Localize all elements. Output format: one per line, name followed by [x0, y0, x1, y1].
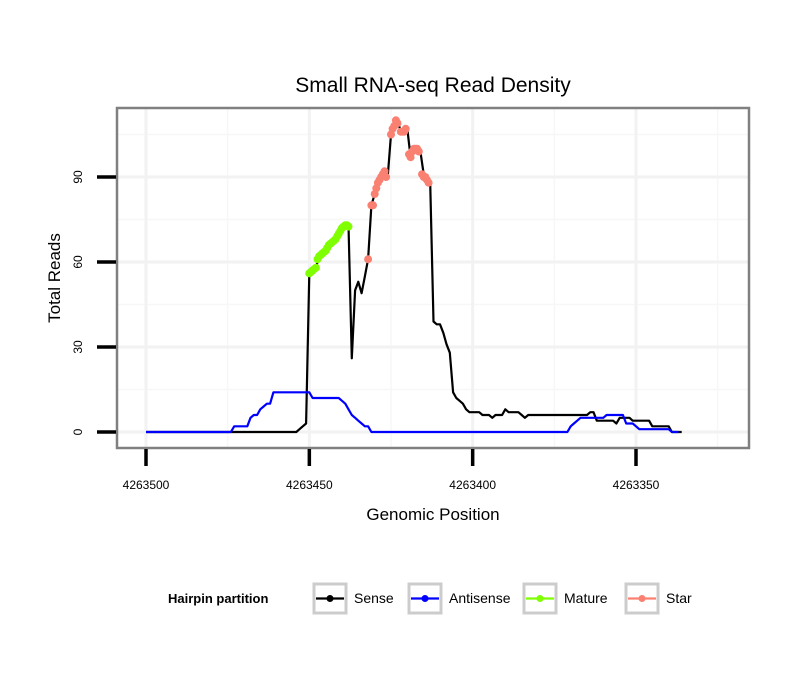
series-layer	[146, 116, 682, 434]
data-point-star	[369, 201, 377, 210]
y-axis-title: Total Reads	[45, 233, 64, 323]
legend: Hairpin partition Sense Antisense Mature St…	[168, 582, 692, 615]
x-axis: 4263500 4263450 4263400 4263350	[123, 449, 660, 492]
x-axis-title: Genomic Position	[366, 505, 499, 524]
x-tick-label: 4263450	[286, 478, 333, 492]
data-point-star	[382, 173, 391, 181]
y-axis: 0 30 60 90	[71, 170, 116, 435]
y-tick-label: 60	[71, 255, 85, 269]
legend-item-mature: Mature	[522, 582, 608, 615]
legend-key-point	[536, 595, 544, 602]
x-tick-label: 4263500	[123, 478, 170, 492]
legend-key-point	[638, 595, 646, 602]
data-point-star	[414, 147, 423, 156]
legend-key-point	[421, 595, 429, 602]
legend-item-star: Star	[624, 582, 692, 615]
x-tick-label: 4263350	[613, 478, 660, 492]
data-point-mature	[311, 263, 320, 272]
panel-border	[115, 106, 751, 450]
chart-title: Small RNA-seq Read Density	[295, 74, 571, 97]
y-tick-label: 90	[71, 170, 85, 184]
y-tick-label: 0	[71, 428, 85, 435]
data-point-star	[424, 178, 433, 187]
legend-label: Mature	[564, 590, 608, 606]
legend-label: Sense	[354, 590, 394, 606]
data-point-mature	[344, 222, 353, 231]
plot-panel	[115, 106, 751, 450]
y-tick-label: 30	[71, 340, 85, 354]
legend-label: Antisense	[449, 590, 511, 606]
x-tick-label: 4263400	[449, 478, 496, 492]
legend-item-sense: Sense	[312, 582, 394, 615]
data-point-star	[393, 119, 402, 128]
legend-item-antisense: Antisense	[407, 582, 511, 615]
legend-title: Hairpin partition	[168, 591, 268, 606]
series-line-antisense	[146, 391, 679, 434]
data-point-star	[364, 255, 373, 264]
legend-key-point	[326, 595, 334, 602]
data-point-star	[401, 124, 410, 133]
legend-label: Star	[666, 590, 692, 606]
